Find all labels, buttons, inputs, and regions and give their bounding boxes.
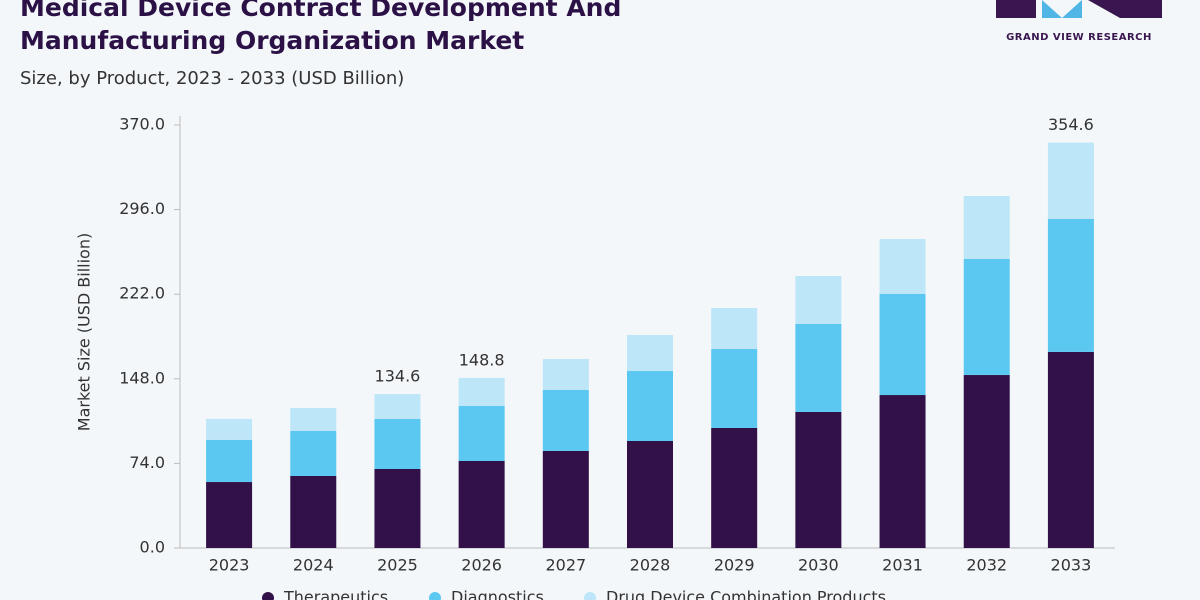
x-tick-label: 2028 <box>630 556 671 575</box>
bar-segment <box>374 469 421 548</box>
bar-segment <box>290 407 337 431</box>
bar-segment <box>542 450 589 548</box>
legend-label: Drug Device Combination Products <box>606 588 886 600</box>
y-tick-label: 0.0 <box>140 538 165 557</box>
bar-segment <box>458 406 505 461</box>
bar-segment <box>1047 142 1094 219</box>
bar-segment <box>542 359 589 391</box>
y-tick-label: 370.0 <box>119 115 165 134</box>
bar-segment <box>963 195 1010 259</box>
y-tick-label: 74.0 <box>129 453 165 472</box>
bar-segment <box>963 375 1010 548</box>
bar-segment <box>711 427 758 548</box>
bar-segment <box>1047 351 1094 548</box>
logo <box>996 0 1162 18</box>
bar-segment <box>458 377 505 407</box>
bar-segment <box>627 440 673 548</box>
bar-segment <box>374 394 421 419</box>
bar-segment <box>374 418 421 470</box>
bar-segment <box>206 482 253 548</box>
x-tick-label: 2027 <box>545 556 586 575</box>
bar-segment <box>627 371 673 441</box>
x-tick-label: 2031 <box>882 556 923 575</box>
bar-segment <box>879 238 926 294</box>
total-label: 354.6 <box>1048 115 1094 134</box>
x-tick-label: 2030 <box>798 556 839 575</box>
bar-segment <box>879 395 926 548</box>
y-tick-label: 222.0 <box>119 284 165 303</box>
logo-block <box>996 0 1036 18</box>
legend-label: Therapeutics <box>283 588 388 600</box>
total-label: 148.8 <box>459 350 505 369</box>
bar-segment <box>711 308 758 349</box>
bar-segment <box>795 323 842 412</box>
bar-segment <box>290 475 337 548</box>
x-tick-label: 2029 <box>714 556 755 575</box>
legend-label: Diagnostics <box>451 588 544 600</box>
legend-marker <box>429 592 441 600</box>
bar-segment <box>795 276 842 324</box>
bar-segment <box>458 460 505 548</box>
x-tick-label: 2032 <box>966 556 1007 575</box>
chart-subtitle: Size, by Product, 2023 - 2033 (USD Billi… <box>20 68 405 89</box>
bar-segment <box>879 293 926 396</box>
legend-marker <box>584 592 596 600</box>
y-tick-label: 296.0 <box>119 199 165 218</box>
bar-segment <box>206 418 253 440</box>
total-label: 134.6 <box>375 367 421 386</box>
legend-marker <box>262 592 274 600</box>
bar-segment <box>1047 218 1094 352</box>
bar-segment <box>795 411 842 548</box>
x-tick-label: 2025 <box>377 556 418 575</box>
logo-block <box>1042 0 1082 18</box>
y-axis-label: Market Size (USD Billion) <box>75 233 94 431</box>
x-tick-label: 2024 <box>293 556 334 575</box>
chart-title: Medical Device Contract Development And … <box>20 0 622 55</box>
bar-segment <box>290 430 337 476</box>
logo-block <box>1088 0 1162 18</box>
bar-segment <box>206 439 253 483</box>
bar-segment <box>627 335 673 372</box>
x-tick-label: 2023 <box>209 556 250 575</box>
bar-segment <box>711 348 758 428</box>
brand: GRAND VIEW RESEARCH <box>1006 32 1152 43</box>
bar-segment <box>542 390 589 451</box>
x-tick-label: 2026 <box>461 556 502 575</box>
bar-segment <box>963 258 1010 376</box>
x-tick-label: 2033 <box>1051 556 1092 575</box>
y-tick-label: 148.0 <box>119 368 165 387</box>
